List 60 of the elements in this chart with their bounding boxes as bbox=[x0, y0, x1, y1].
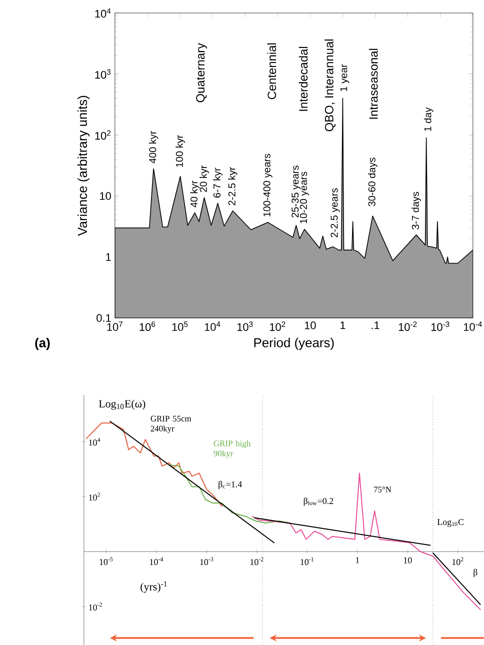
x-tick-label: 10$^{2}$ bbox=[452, 557, 464, 566]
y-tick-label: 10$^{3}$ bbox=[95, 69, 111, 79]
x-tick-label: 10 bbox=[404, 557, 412, 564]
series-label: GRIP 55cm 240kyr bbox=[150, 416, 192, 434]
annotation: 400 kyr bbox=[148, 131, 158, 164]
x-tick-label: 10$^{-2}$ bbox=[250, 557, 264, 566]
x-tick-label: 10$^{-4}$ bbox=[464, 322, 482, 331]
series-label: 75°N bbox=[374, 486, 392, 492]
y-tick-label: 10$^{2}$ bbox=[95, 130, 111, 140]
x-tick-label: 10$^{-1}$ bbox=[300, 557, 314, 566]
annotation: Interdecadal bbox=[298, 46, 308, 111]
text: GRIP high 90kyr bbox=[214, 440, 251, 458]
x-tick-label: 10$^{-3}$ bbox=[431, 322, 450, 331]
annotation: 6-7 kyr bbox=[213, 168, 222, 198]
x-tick-label: 10$^{3}$ bbox=[237, 322, 253, 331]
annotation: 100 kyr bbox=[176, 135, 185, 167]
x-tick-label: 10 bbox=[304, 322, 316, 330]
x-tick-label: 10$^{6}$ bbox=[140, 322, 156, 331]
annotation: Log$_{10}$C bbox=[437, 519, 464, 527]
x-axis-title: (yrs)$^{-1}$ bbox=[140, 581, 167, 593]
x-tick-label: 10$^{5}$ bbox=[172, 322, 188, 331]
annotation: 1 day bbox=[424, 107, 434, 131]
annotation: Centennial bbox=[267, 43, 276, 100]
x-tick-label: 10$^{-2}$ bbox=[398, 322, 417, 331]
y-tick-label: 10$^{4}$ bbox=[89, 438, 100, 446]
annotation: 10-20 years bbox=[300, 172, 310, 224]
annotation: 40 kyr bbox=[190, 180, 200, 208]
annotation: 20 kyr bbox=[200, 165, 209, 192]
y-tick-label: 1 bbox=[106, 253, 111, 261]
annotation: β bbox=[474, 568, 478, 578]
x-tick-label: .1 bbox=[372, 322, 380, 330]
y-tick-label: 0.1 bbox=[96, 314, 111, 322]
x-tick-label: 10$^{-4}$ bbox=[150, 557, 164, 566]
annotation: Quaternary bbox=[196, 42, 208, 102]
annotation: 30-60 days bbox=[368, 158, 378, 206]
x-tick-label: 10$^{7}$ bbox=[107, 322, 123, 331]
y-tick-label: 10 bbox=[100, 192, 111, 200]
y-axis-title: Log$_{10}$E(ω) bbox=[98, 400, 146, 410]
y-tick-label: 10$^{4}$ bbox=[95, 8, 111, 18]
x-tick-label: 1 bbox=[356, 557, 360, 564]
x-tick-label: 10$^{-3}$ bbox=[200, 557, 214, 566]
x-axis-title: Period (years) bbox=[254, 338, 334, 350]
y-axis-title: Variance (arbitrary units) bbox=[78, 96, 90, 236]
annotation: 2-2.5 years bbox=[330, 188, 340, 238]
y-tick-label: 10$^{2}$ bbox=[89, 492, 100, 501]
annotation: QBO, Interannual bbox=[324, 40, 336, 132]
annotation: β$_{low}$=0.2 bbox=[304, 498, 334, 506]
annotation: β$_{c}$=1.4 bbox=[218, 480, 242, 490]
y-tick-label: 10$^{-2}$ bbox=[89, 602, 102, 611]
annotation: 100-400 years bbox=[263, 154, 272, 216]
x-tick-label: 10$^{2}$ bbox=[270, 322, 286, 331]
annotation: 25-35 years bbox=[292, 166, 301, 218]
x-tick-label: 10$^{-5}$ bbox=[100, 557, 113, 566]
x-tick-label: 10$^{4}$ bbox=[204, 322, 220, 331]
annotation: Intraseasonal bbox=[369, 48, 378, 119]
annotation: 3-7 days bbox=[412, 192, 421, 230]
annotation: 2-2.5 kyr bbox=[228, 167, 238, 206]
x-tick-label: 1 bbox=[340, 322, 346, 330]
annotation: 1 year bbox=[340, 64, 350, 92]
text: (a) bbox=[35, 338, 50, 350]
